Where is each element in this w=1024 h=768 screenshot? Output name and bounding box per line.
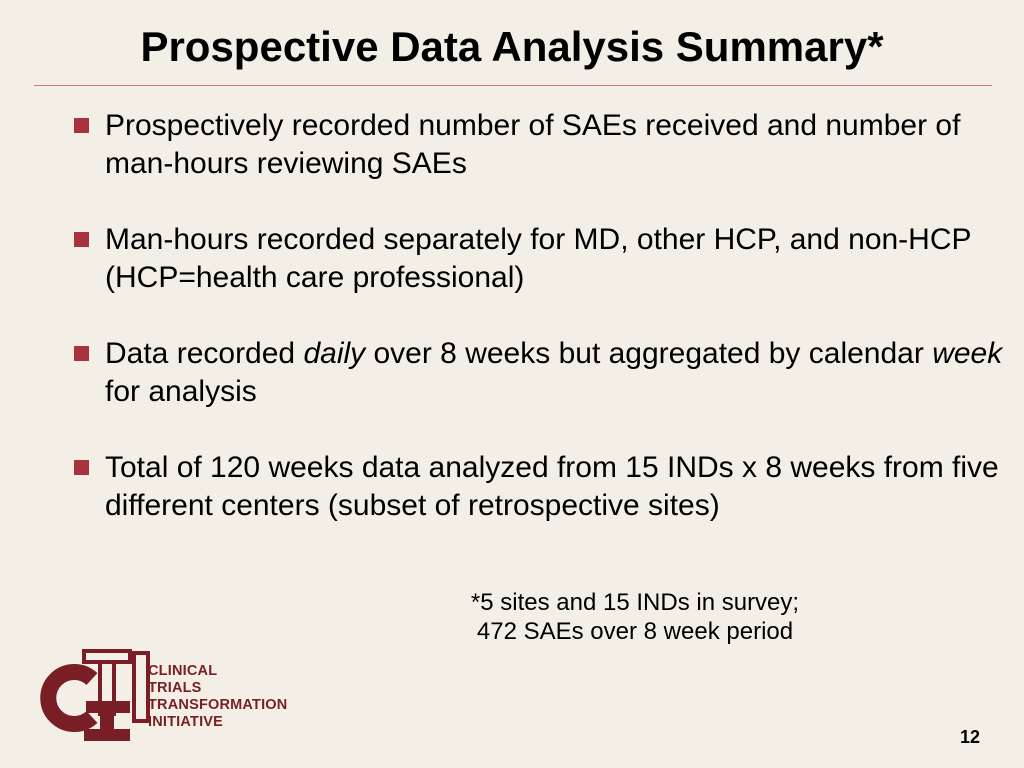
square-bullet-icon <box>74 232 89 247</box>
emphasis-text: daily <box>303 337 366 370</box>
bullet-text: over 8 weeks but aggregated by calendar <box>365 337 933 370</box>
bullet-text: Man-hours recorded separately for MD, ot… <box>105 223 971 294</box>
emphasis-text: week <box>932 337 1003 370</box>
bullet-list: Prospectively recorded number of SAEs re… <box>74 107 1004 525</box>
ctti-logo <box>40 649 150 741</box>
bullet-item: Data recorded daily over 8 weeks but agg… <box>74 335 1004 411</box>
square-bullet-icon <box>74 118 89 133</box>
bullet-text: Total of 120 weeks data analyzed from 15… <box>105 451 999 522</box>
square-bullet-icon <box>74 346 89 361</box>
square-bullet-icon <box>74 460 89 475</box>
logo-line: CLINICAL <box>148 663 218 679</box>
bullet-text: for analysis <box>105 375 257 408</box>
logo-line: TRIALS <box>148 680 202 696</box>
bullet-item: Total of 120 weeks data analyzed from 15… <box>74 449 1004 525</box>
bullet-text: Prospectively recorded number of SAEs re… <box>105 109 961 180</box>
logo-wordmark: CLINICAL TRIALS TRANSFORMATION INITIATIV… <box>148 663 287 731</box>
footnote-line: *5 sites and 15 INDs in survey; <box>470 589 800 616</box>
slide-title: Prospective Data Analysis Summary* <box>140 23 884 70</box>
logo-line: TRANSFORMATION <box>148 697 288 713</box>
bullet-item: Prospectively recorded number of SAEs re… <box>74 107 1004 183</box>
bullet-item: Man-hours recorded separately for MD, ot… <box>74 221 1004 297</box>
page-number: 12 <box>960 727 981 747</box>
footnote-line: 472 SAEs over 8 week period <box>476 618 794 645</box>
bullet-text: Data recorded <box>105 337 304 370</box>
logo-line: INITIATIVE <box>148 714 224 730</box>
footnote: *5 sites and 15 INDs in survey; 472 SAEs… <box>430 588 840 646</box>
title-divider <box>34 85 992 86</box>
